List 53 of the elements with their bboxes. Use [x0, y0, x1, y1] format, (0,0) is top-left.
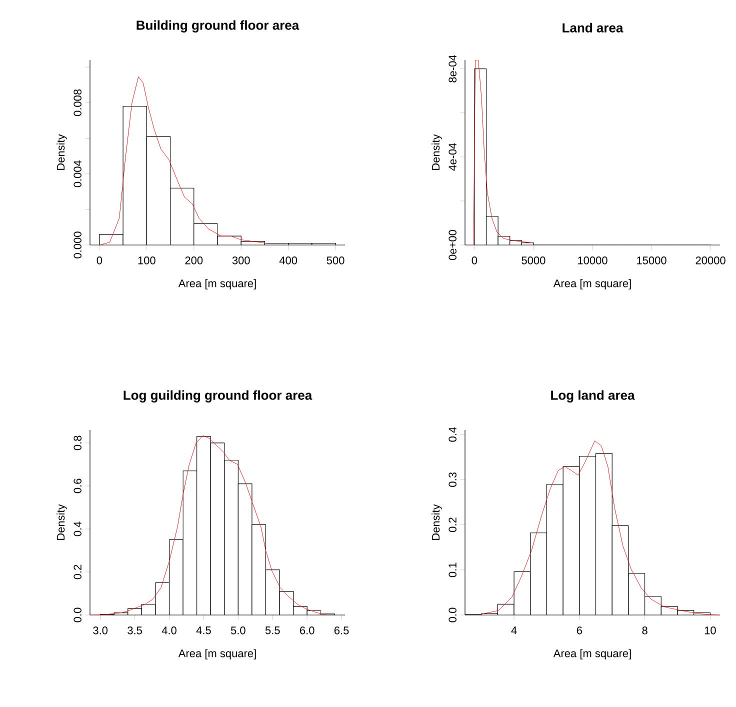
- x-axis-title: Area [m square]: [178, 649, 256, 660]
- y-tick-label: 0.0: [74, 608, 82, 622]
- x-axis-title: Area [m square]: [553, 649, 631, 660]
- x-tick-label: 6.0: [300, 626, 314, 634]
- x-tick-label: 6.5: [334, 626, 349, 634]
- x-axis-title: Area [m square]: [178, 279, 256, 290]
- y-tick-label: 0.004: [74, 160, 82, 188]
- x-axis-title: Area [m square]: [553, 279, 631, 290]
- x-tick-label: 10000: [578, 256, 608, 264]
- y-tick-label: 0.0: [448, 608, 456, 622]
- x-tick-label: 5000: [522, 256, 546, 264]
- y-tick-label: 0.2: [448, 518, 456, 532]
- x-tick-label: 4.0: [162, 626, 176, 634]
- y-tick-label: 0.4: [74, 522, 82, 536]
- x-tick-label: 0: [472, 256, 478, 264]
- y-tick-label: 0.3: [448, 472, 456, 487]
- chart-title: Building ground floor area: [136, 20, 300, 32]
- x-tick-label: 300: [232, 256, 250, 264]
- chart-title: Log guilding ground floor area: [124, 390, 312, 402]
- x-tick-label: 0: [96, 256, 102, 264]
- x-tick-label: 3.0: [93, 626, 108, 634]
- line-series: [482, 440, 720, 615]
- y-axis-title: Density: [432, 134, 442, 170]
- y-tick-label: 0.2: [74, 564, 82, 580]
- y-tick-label: 0.000: [74, 232, 82, 258]
- x-tick-label: 10: [704, 626, 716, 634]
- y-tick-label: 4e-04: [448, 143, 456, 171]
- y-axis-title: Density: [432, 504, 442, 540]
- y-tick-label: 8e-04: [448, 55, 456, 82]
- x-tick-label: 400: [279, 256, 298, 264]
- y-tick-label: 0e+00: [448, 230, 456, 260]
- y-tick-label: 0.8: [74, 436, 82, 450]
- x-tick-label: 20000: [696, 256, 726, 264]
- x-tick-label: 5.0: [230, 626, 246, 634]
- y-tick-label: 0.4: [448, 427, 456, 442]
- y-axis-title: Density: [56, 134, 67, 170]
- x-tick-label: 4.5: [196, 626, 211, 634]
- x-tick-label: 6: [576, 626, 582, 634]
- y-tick-label: 0.6: [74, 478, 82, 494]
- y-tick-label: 0.008: [74, 89, 82, 116]
- x-tick-label: 100: [138, 256, 156, 264]
- x-tick-label: 200: [185, 256, 203, 264]
- chart-title: Land area: [562, 22, 624, 32]
- x-tick-label: 4: [511, 626, 517, 634]
- x-tick-label: 8: [642, 626, 648, 634]
- line-series: [473, 60, 532, 245]
- x-tick-label: 5.5: [265, 626, 280, 634]
- x-tick-label: 15000: [637, 256, 666, 264]
- x-tick-label: 3.5: [128, 626, 142, 634]
- x-tick-label: 500: [326, 256, 344, 264]
- chart-title: Log land area: [551, 390, 635, 402]
- y-tick-label: 0.1: [448, 562, 456, 578]
- y-axis-title: Density: [56, 504, 67, 540]
